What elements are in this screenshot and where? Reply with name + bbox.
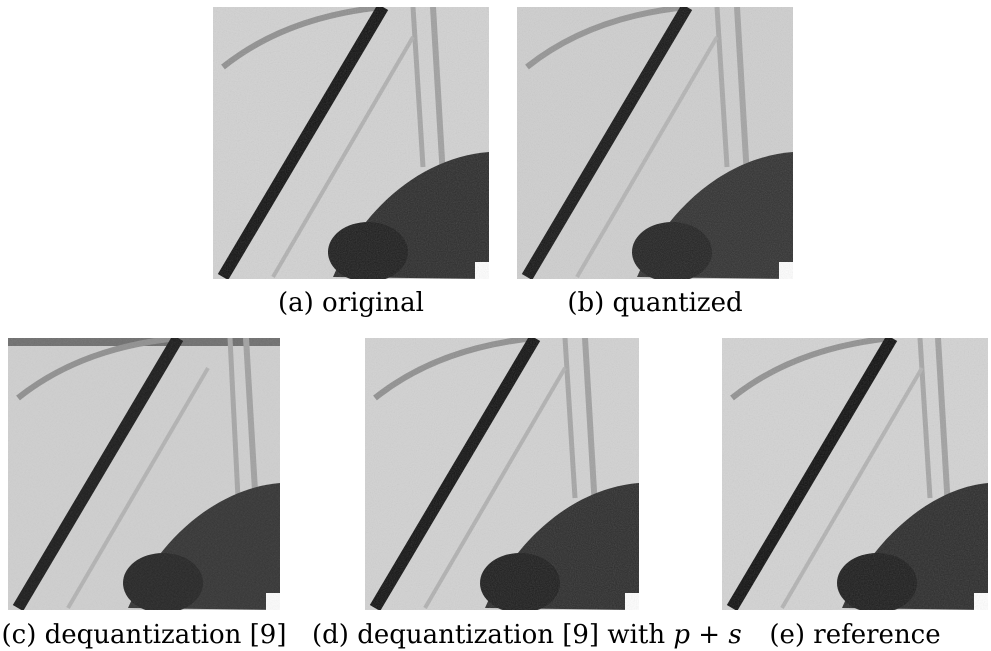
caption-b: (b) quantized: [567, 288, 743, 318]
caption-e: (e) reference: [769, 620, 941, 650]
caption-d-text: (d) dequantization [9] with: [312, 620, 674, 650]
caption-d-math: p + s: [673, 620, 742, 650]
caption-c: (c) dequantization [9]: [1, 620, 287, 650]
caption-d: (d) dequantization [9] with p + s: [312, 620, 742, 650]
panel-c-image: [8, 338, 280, 610]
panel-a-image: [213, 7, 489, 279]
caption-a: (a) original: [278, 288, 424, 318]
panel-e-image: [722, 338, 988, 610]
panel-d-image: [365, 338, 639, 610]
panel-b-image: [517, 7, 793, 279]
